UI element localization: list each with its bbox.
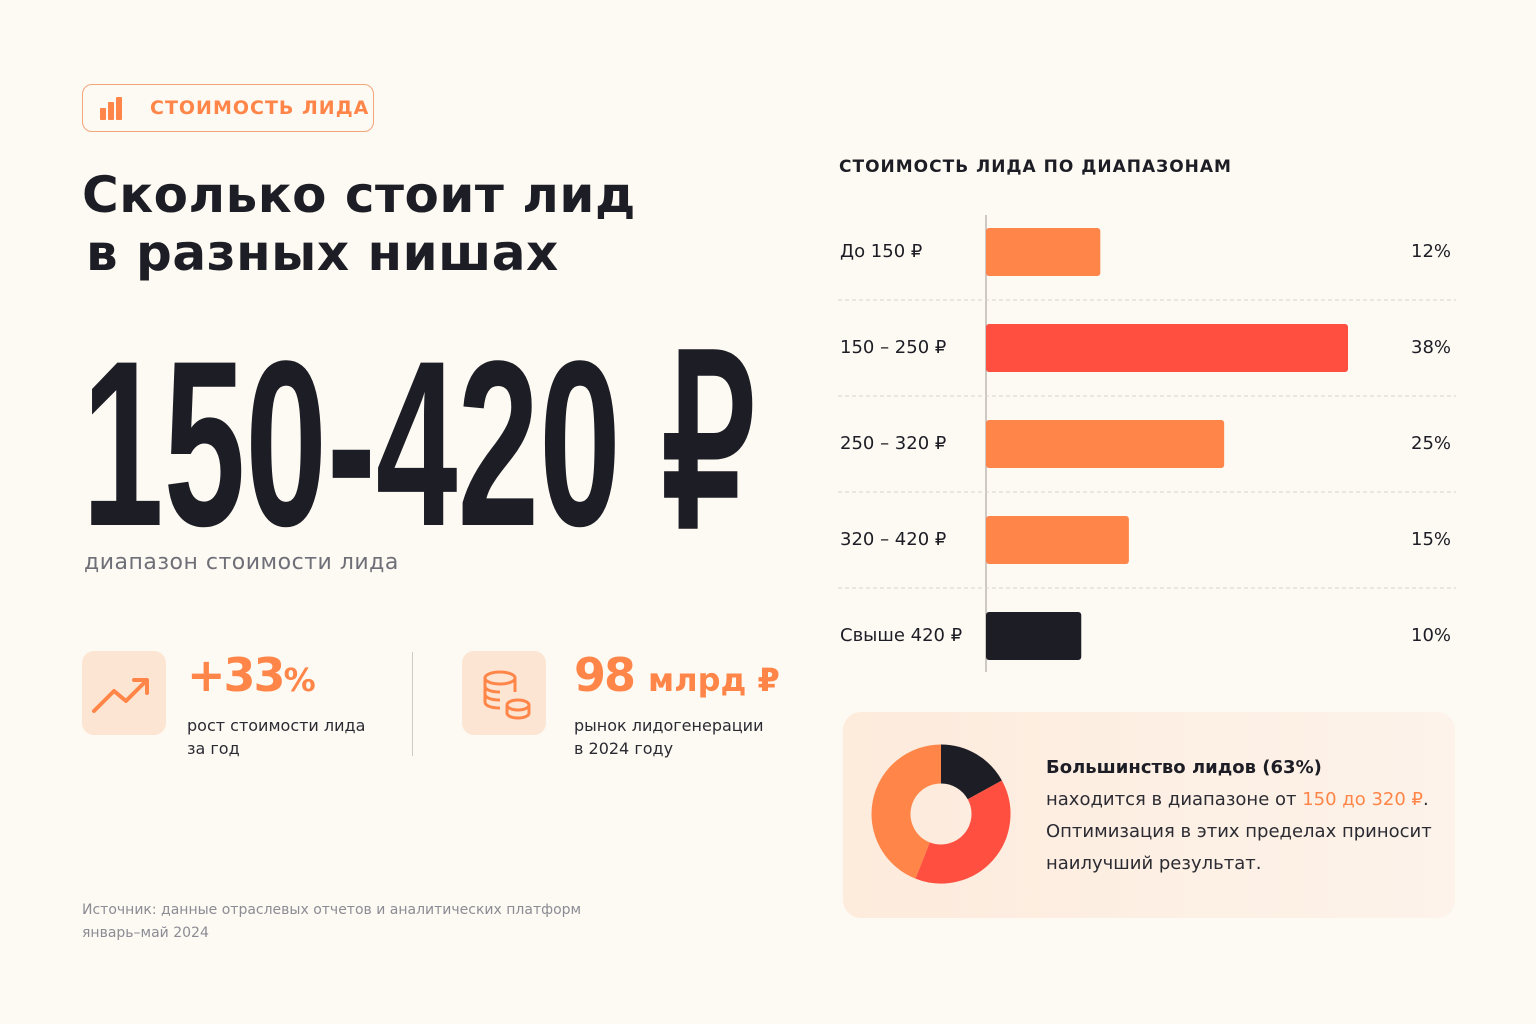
badge [82, 84, 374, 132]
icon-box [462, 651, 546, 735]
category-label: 320 – 420 ₽ [840, 529, 946, 550]
source: Источник: данные отраслевых отчетов и ан… [82, 902, 582, 918]
line: в 2024 году [574, 739, 674, 758]
hero-caption: диапазон стоимости лида [84, 550, 399, 575]
bar [986, 228, 1101, 276]
stat-description: рынок лидогенерации в 2024 году [574, 714, 763, 760]
line: за год [187, 739, 240, 758]
callout-text: наилучший результат. [1046, 853, 1262, 874]
category-label: Свыше 420 ₽ [840, 625, 962, 646]
callout-text: находится в диапазоне от 150 до 320 ₽. [1046, 789, 1429, 810]
stat-number: +33 [187, 648, 286, 702]
stat-value: +33% [187, 648, 316, 702]
chart-title: СТОИМОСТЬ ЛИДА ПО ДИАПАЗОНАМ [839, 157, 1232, 177]
text: находится в диапазоне от [1046, 789, 1303, 810]
stat-description: рост стоимости лида за год [187, 714, 365, 760]
stat-number: 98 [574, 648, 636, 702]
line: рост стоимости лида [187, 716, 366, 735]
bar [986, 420, 1225, 468]
source: январь–май 2024 [82, 925, 209, 941]
value-label: 15% [1411, 529, 1451, 550]
callout-text: Оптимизация в этих пределах приносит [1046, 821, 1432, 842]
icon-box [82, 651, 166, 735]
bar [986, 516, 1129, 564]
stat-value: 98 млрд ₽ [574, 648, 780, 702]
text: . [1423, 789, 1429, 810]
donut-chart [871, 744, 1011, 884]
stat-unit: млрд ₽ [648, 661, 780, 699]
value-label: 12% [1411, 241, 1451, 262]
title: Сколько стоит лид [82, 166, 636, 224]
donut-segment [915, 780, 1011, 884]
donut-segment [940, 744, 1002, 801]
bar-chart: До 150 ₽ 12% 150 – 250 ₽ 38% 250 – 320 ₽ 25% 3… [838, 215, 1456, 672]
donut-segment [871, 744, 943, 879]
category-label: До 150 ₽ [840, 241, 922, 262]
trend-icon [92, 678, 149, 713]
divider [412, 652, 413, 756]
value-label: 38% [1411, 337, 1451, 358]
title: в разных нишах [86, 224, 559, 282]
hero: 150-420 ₽ [82, 340, 755, 540]
badge-icon [100, 97, 122, 120]
coins-icon [483, 670, 531, 720]
bar [986, 324, 1348, 372]
hero-value: 150-420 ₽ [82, 340, 755, 540]
callout-heading: Большинство лидов (63%) [1046, 757, 1322, 778]
value-label: 25% [1411, 433, 1451, 454]
bar [986, 612, 1082, 660]
line: рынок лидогенерации [574, 716, 764, 735]
highlight: 150 до 320 ₽ [1302, 789, 1424, 810]
badge-text: СТОИМОСТЬ ЛИДА [150, 97, 370, 119]
category-label: 250 – 320 ₽ [840, 433, 946, 454]
category-label: 150 – 250 ₽ [840, 337, 946, 358]
stat-unit: % [283, 661, 316, 699]
value-label: 10% [1411, 625, 1451, 646]
